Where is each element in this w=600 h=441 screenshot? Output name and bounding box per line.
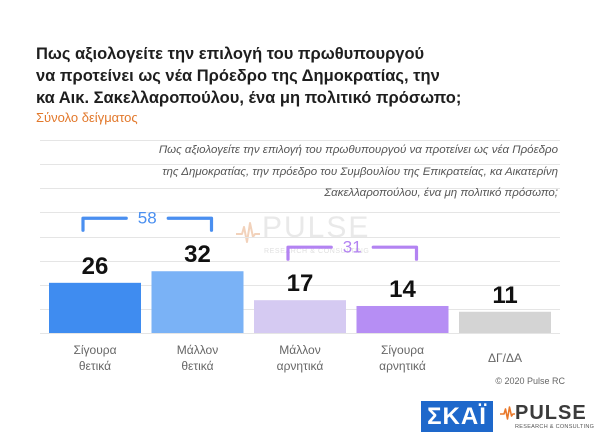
gridlines <box>40 140 560 334</box>
bar-rather-negative <box>254 300 346 333</box>
category-label: Σίγουρα θετικά <box>73 343 117 373</box>
survey-question: Πως αξιολογείτε την επιλογή του πρωθυπου… <box>158 144 558 199</box>
pulse-wave-icon <box>500 406 515 420</box>
bar-definitely-positive <box>49 282 141 333</box>
group-total-label: 58 <box>138 209 157 228</box>
watermark-tagline: RESEARCH & CONSULTING <box>264 248 370 255</box>
copyright-note: © 2020 Pulse RC <box>495 376 565 386</box>
skai-logo: ΣΚΑΪ <box>421 401 493 432</box>
category-label: Μάλλον αρνητικά <box>276 343 324 373</box>
group-total-label: 31 <box>343 238 362 257</box>
pulse-logo-name: PULSE <box>515 402 587 424</box>
watermark: PULSE RESEARCH & CONSULTING <box>236 212 386 262</box>
pulse-logo-tagline: RESEARCH & CONSULTING <box>515 424 595 430</box>
chart-title: Πως αξιολογείτε την επιλογή του πρωθυπου… <box>36 45 462 107</box>
bar-rather-positive <box>151 271 244 333</box>
group-bracket <box>286 245 419 261</box>
category-label: Μάλλον θετικά <box>176 343 219 373</box>
category-label: Σίγουρα αρνητικά <box>379 343 426 373</box>
bar-definitely-negative <box>356 305 449 333</box>
value-label: 14 <box>389 276 416 303</box>
category-label: ΔΓ/ΔΑ <box>488 351 522 365</box>
watermark-name: PULSE <box>262 211 371 244</box>
pulse-wave-icon <box>236 222 260 243</box>
bar-dont-know <box>459 311 551 333</box>
value-label: 32 <box>184 241 211 268</box>
value-label: 17 <box>287 270 314 297</box>
value-label: 11 <box>492 282 517 309</box>
pulse-logo: PULSE RESEARCH & CONSULTING <box>500 402 596 432</box>
chart-subtitle: Σύνολο δείγματος <box>36 110 138 125</box>
value-label: 26 <box>82 253 109 280</box>
group-bracket <box>81 216 214 232</box>
